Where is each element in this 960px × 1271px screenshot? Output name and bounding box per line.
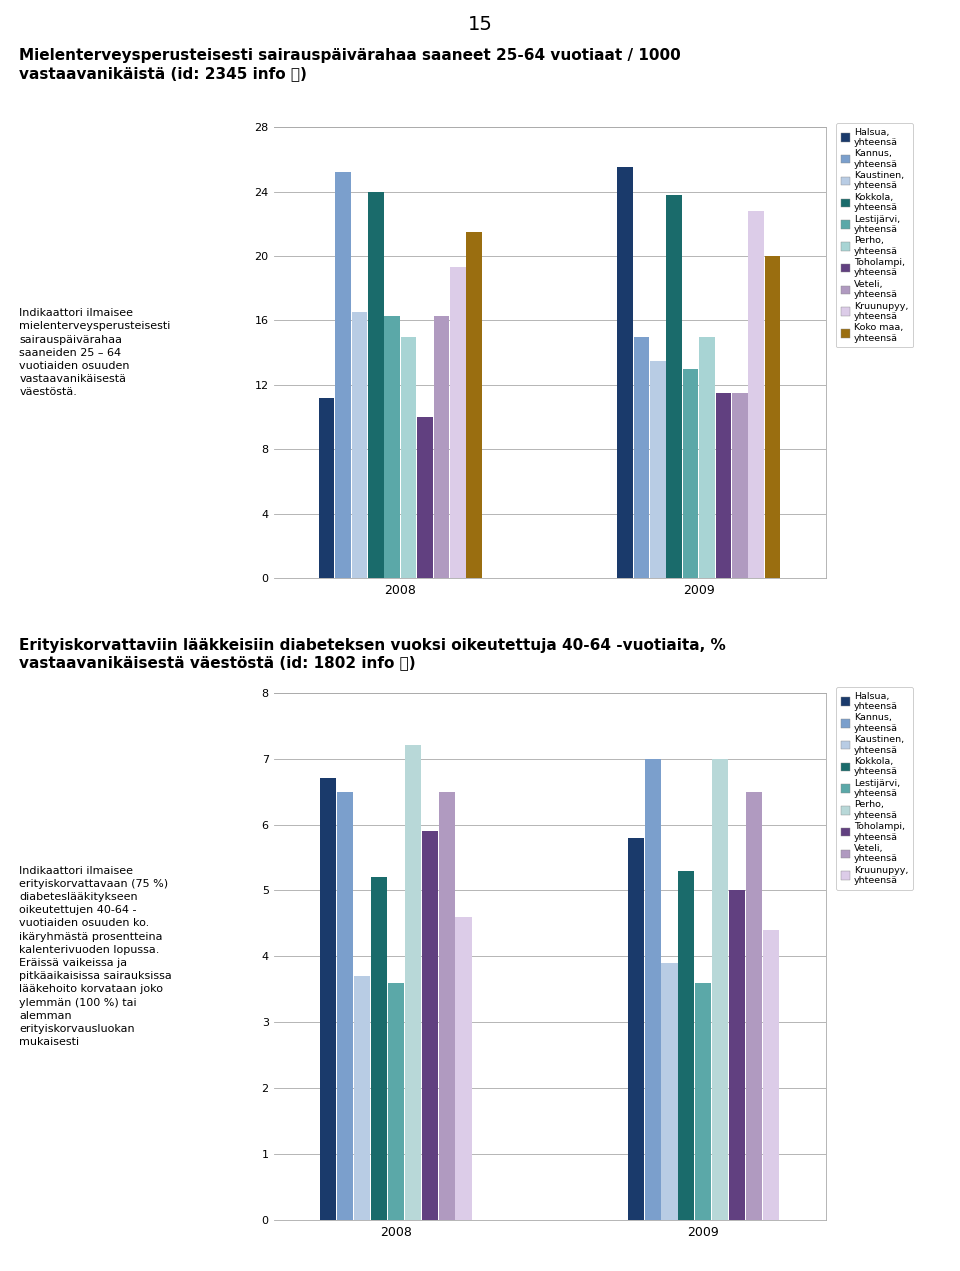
Bar: [695, 982, 711, 1220]
Bar: [683, 369, 698, 578]
Bar: [337, 792, 353, 1220]
Bar: [467, 231, 482, 578]
Bar: [617, 168, 633, 578]
Bar: [384, 315, 400, 578]
Bar: [320, 778, 336, 1220]
Bar: [715, 393, 732, 578]
Bar: [749, 211, 764, 578]
Bar: [371, 877, 387, 1220]
Bar: [351, 313, 367, 578]
Bar: [354, 976, 370, 1220]
Bar: [319, 398, 334, 578]
Bar: [421, 831, 438, 1220]
Bar: [730, 891, 745, 1220]
Bar: [455, 916, 471, 1220]
Bar: [765, 255, 780, 578]
Bar: [712, 759, 729, 1220]
Bar: [335, 172, 350, 578]
Bar: [732, 393, 748, 578]
Bar: [746, 792, 762, 1220]
Bar: [450, 267, 466, 578]
Bar: [763, 930, 780, 1220]
Bar: [644, 759, 660, 1220]
Bar: [679, 871, 694, 1220]
Legend: Halsua,
yhteensä, Kannus,
yhteensä, Kaustinen,
yhteensä, Kokkola,
yhteensä, Lest: Halsua, yhteensä, Kannus, yhteensä, Kaus…: [836, 686, 913, 890]
Text: Indikaattori ilmaisee
mielenterveysperusteisesti
sairauspäivärahaa
saaneiden 25 : Indikaattori ilmaisee mielenterveysperus…: [19, 308, 171, 398]
Bar: [439, 792, 455, 1220]
Bar: [634, 337, 649, 578]
Bar: [650, 361, 665, 578]
Legend: Halsua,
yhteensä, Kannus,
yhteensä, Kaustinen,
yhteensä, Kokkola,
yhteensä, Lest: Halsua, yhteensä, Kannus, yhteensä, Kaus…: [836, 123, 913, 347]
Bar: [434, 315, 449, 578]
Text: Erityiskorvattaviin lääkkeisiin diabeteksen vuoksi oikeutettuja 40-64 -vuotiaita: Erityiskorvattaviin lääkkeisiin diabetek…: [19, 638, 726, 670]
Bar: [666, 194, 682, 578]
Text: Indikaattori ilmaisee
erityiskorvattavaan (75 %)
diabeteslääkitykseen
oikeutettu: Indikaattori ilmaisee erityiskorvattavaa…: [19, 866, 172, 1047]
Bar: [418, 417, 433, 578]
Bar: [405, 745, 420, 1220]
Bar: [388, 982, 404, 1220]
Bar: [368, 192, 384, 578]
Text: Mielenterveysperusteisesti sairauspäivärahaa saaneet 25-64 vuotiaat / 1000
vasta: Mielenterveysperusteisesti sairauspäivär…: [19, 48, 681, 80]
Bar: [628, 838, 644, 1220]
Bar: [699, 337, 715, 578]
Bar: [401, 337, 417, 578]
Text: 15: 15: [468, 15, 492, 34]
Bar: [661, 963, 678, 1220]
